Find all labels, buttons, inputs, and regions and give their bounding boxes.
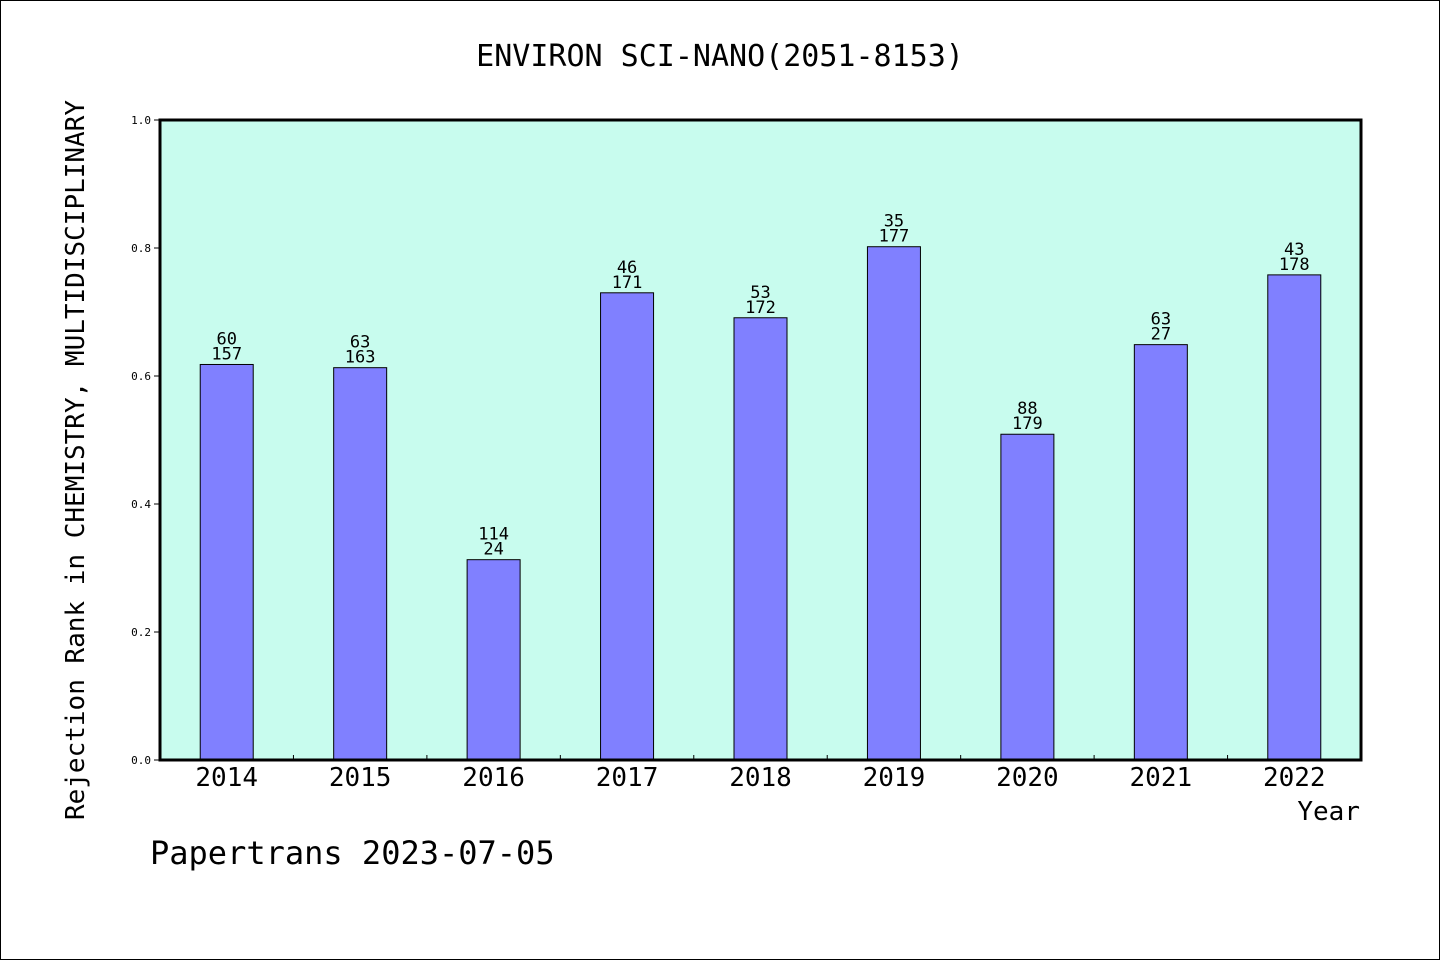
bar-2021 bbox=[1133, 344, 1188, 761]
x-tick-label-2020: 2020 bbox=[996, 763, 1059, 793]
bars-layer bbox=[199, 246, 1322, 761]
bar-label-top-2020: 88 bbox=[1017, 399, 1037, 419]
bar-label-top-2014: 60 bbox=[216, 329, 236, 349]
x-tick-label-2017: 2017 bbox=[596, 763, 659, 793]
y-tick-label: 0.4 bbox=[131, 498, 151, 511]
y-tick-label: 0.8 bbox=[131, 242, 151, 255]
x-axis-ticks: 2014 2015 2016 2017 2018 2019 2020 2021 2022 bbox=[195, 755, 1326, 793]
bar-label-bottom-2014: 157 bbox=[211, 344, 242, 364]
bar-label-bottom-2021: 27 bbox=[1151, 325, 1171, 345]
bar-2019 bbox=[866, 246, 921, 761]
watermark-text: Papertrans 2023-07-05 bbox=[150, 834, 555, 872]
bar-2014 bbox=[199, 363, 254, 761]
bar-label-bottom-2015: 163 bbox=[345, 348, 376, 368]
x-tick-label-2019: 2019 bbox=[863, 763, 926, 793]
x-tick-label-2018: 2018 bbox=[729, 763, 792, 793]
bar-label-top-2015: 63 bbox=[350, 333, 370, 353]
bar-label-top-2016: 114 bbox=[478, 525, 509, 545]
bar-label-top-2019: 35 bbox=[884, 212, 904, 232]
bar-2018 bbox=[733, 317, 788, 761]
bar-2020 bbox=[1000, 433, 1055, 761]
bar-2017 bbox=[600, 292, 655, 761]
bar-label-bottom-2017: 171 bbox=[612, 273, 643, 293]
bar-2022 bbox=[1267, 274, 1322, 761]
bar-label-bottom-2022: 178 bbox=[1279, 255, 1310, 275]
x-tick-label-2015: 2015 bbox=[329, 763, 392, 793]
bar-label-bottom-2019: 177 bbox=[879, 227, 910, 247]
y-axis-label: Rejection Rank in CHEMISTRY, MULTIDISCIP… bbox=[61, 100, 91, 820]
x-axis-label: Year bbox=[1297, 797, 1360, 827]
bar-label-top-2018: 53 bbox=[750, 283, 770, 303]
bar-label-top-2017: 46 bbox=[617, 258, 637, 278]
y-tick-label: 0.0 bbox=[131, 754, 151, 767]
y-tick-label: 0.2 bbox=[131, 626, 151, 639]
y-axis-ticks: 0.0 0.2 0.4 0.6 0.8 1.0 bbox=[131, 114, 160, 767]
x-tick-label-2014: 2014 bbox=[195, 763, 258, 793]
chart-title: ENVIRON SCI-NANO(2051-8153) bbox=[476, 39, 964, 74]
bar-label-bottom-2020: 179 bbox=[1012, 414, 1043, 434]
bar-2015 bbox=[333, 367, 388, 761]
bar-label-bottom-2018: 172 bbox=[745, 298, 776, 318]
bar-label-top-2021: 63 bbox=[1151, 310, 1171, 330]
x-tick-label-2022: 2022 bbox=[1263, 763, 1326, 793]
y-tick-label: 1.0 bbox=[131, 114, 151, 127]
bar-2016 bbox=[466, 559, 521, 761]
y-tick-label: 0.6 bbox=[131, 370, 151, 383]
x-tick-label-2016: 2016 bbox=[462, 763, 525, 793]
x-tick-label-2021: 2021 bbox=[1130, 763, 1193, 793]
plot-border bbox=[158, 118, 1363, 762]
bar-label-top-2022: 43 bbox=[1284, 240, 1304, 260]
bar-label-bottom-2016: 24 bbox=[483, 540, 503, 560]
